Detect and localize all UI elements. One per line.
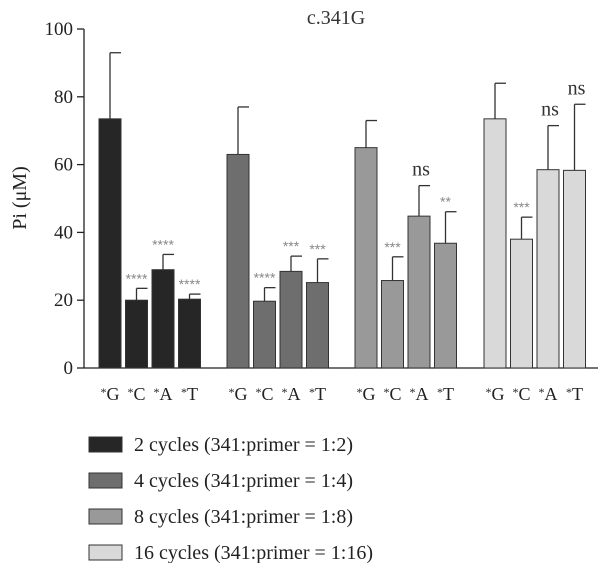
bar [125, 299, 148, 369]
legend-label: 8 cycles (341:primer = 1:8) [134, 506, 353, 528]
y-axis-label: Pi (μM) [9, 166, 31, 230]
significance-label: **** [179, 276, 201, 292]
x-tick-label: *A [154, 384, 173, 404]
bar [306, 282, 329, 369]
chart-title: c.341G [307, 7, 365, 29]
bar [563, 169, 586, 369]
x-tick-label: *A [410, 384, 429, 404]
y-tick-label: 100 [45, 19, 74, 40]
legend-label: 16 cycles (341:primer = 1:16) [134, 542, 373, 563]
bar [483, 118, 507, 369]
bar [253, 300, 276, 369]
significance-label: *** [384, 239, 401, 255]
x-tick-label: *G [101, 384, 120, 404]
x-tick-label: *T [437, 384, 454, 404]
bars [98, 118, 586, 369]
y-tick-label: 60 [54, 155, 73, 176]
legend-swatch [88, 472, 123, 489]
y-tick-label: 0 [64, 358, 74, 379]
x-tick-label: *A [539, 384, 558, 404]
legend-swatch [88, 436, 123, 453]
significance-label: ** [440, 194, 451, 210]
x-tick-label: *G [357, 384, 376, 404]
x-tick-label: *C [255, 384, 273, 404]
bar [407, 215, 431, 369]
y-tick-label: 20 [54, 290, 73, 311]
bar [434, 242, 457, 369]
x-tick-label: *G [229, 384, 248, 404]
significance-label: *** [283, 238, 300, 254]
bar [381, 280, 404, 369]
bar [279, 270, 303, 369]
legend-label: 4 cycles (341:primer = 1:4) [134, 470, 353, 492]
legend-swatch [88, 544, 123, 561]
bar [536, 169, 560, 369]
x-tick-label: *G [486, 384, 505, 404]
bar [151, 269, 175, 369]
x-tick-label: *T [181, 384, 198, 404]
y-tick-label: 40 [54, 222, 73, 243]
bar [226, 153, 250, 369]
x-tick-label: *T [309, 384, 326, 404]
significance-label: **** [152, 236, 174, 252]
y-tick-label: 80 [54, 87, 73, 108]
significance-label: *** [513, 199, 530, 215]
x-tick-label: *C [127, 384, 145, 404]
significance-label: **** [126, 270, 148, 286]
significance-label: ns [412, 159, 430, 181]
legend-swatch [88, 508, 123, 525]
bar [98, 118, 122, 369]
y-axis-ticks: 0 20 40 60 80 100 [45, 19, 84, 379]
significance-label: **** [254, 270, 276, 286]
x-axis-ticks: *G *C *A *T *G *C *A *T *G *C *A *T *G *C *A *T [101, 384, 584, 404]
significance-label: ns [568, 77, 586, 99]
legend: 2 cycles (341:primer = 1:2) 4 cycles (341… [88, 434, 373, 563]
bar [354, 147, 378, 369]
bar [510, 238, 533, 369]
significance-label: ns [541, 99, 559, 121]
x-tick-label: *A [282, 384, 301, 404]
legend-label: 2 cycles (341:primer = 1:2) [134, 434, 353, 456]
bar [178, 298, 201, 369]
x-tick-label: *T [566, 384, 583, 404]
significance-label: *** [309, 241, 326, 257]
x-tick-label: *C [383, 384, 401, 404]
x-tick-label: *C [512, 384, 530, 404]
error-bars [109, 52, 586, 302]
